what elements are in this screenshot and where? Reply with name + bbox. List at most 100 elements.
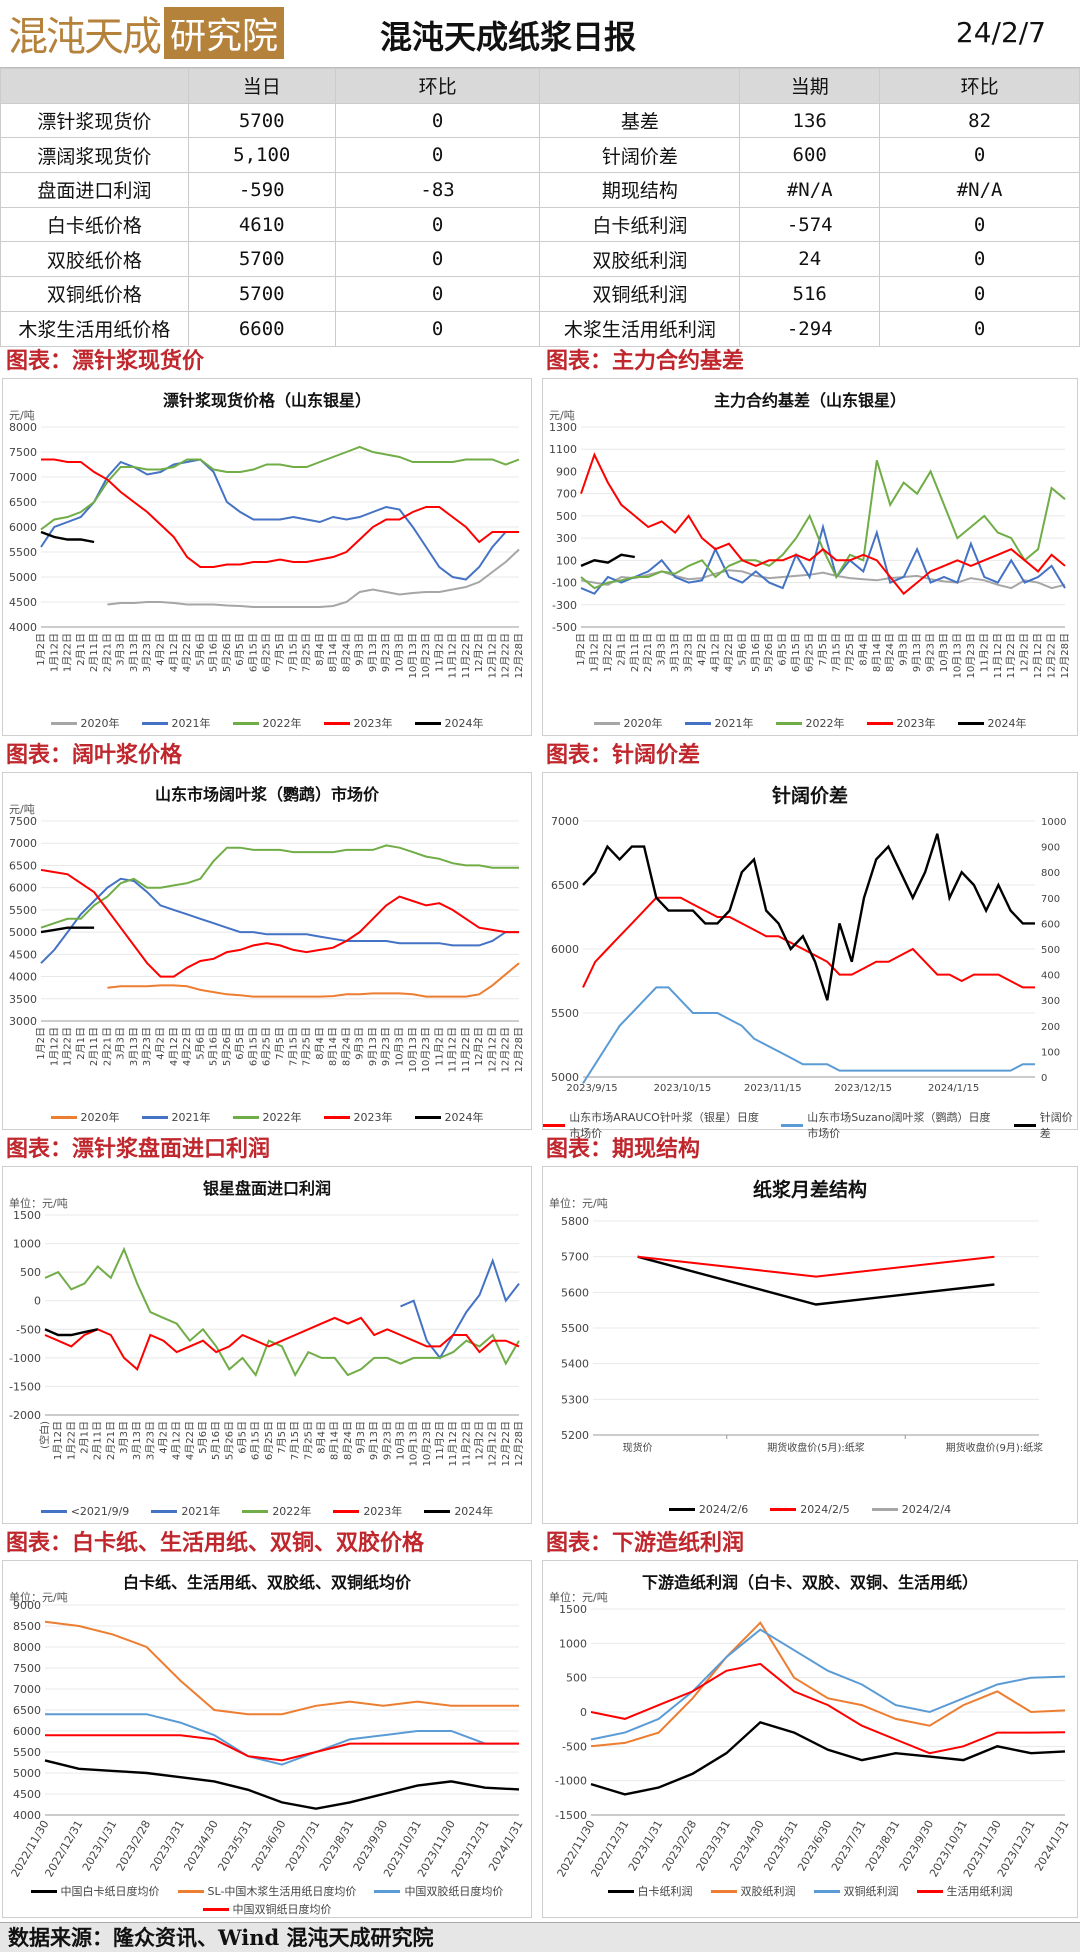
series-line: [40, 926, 95, 934]
y-tick-label: 1100: [549, 443, 577, 456]
series-line: [580, 452, 1066, 596]
table-cell: 0: [879, 137, 1080, 174]
y-tick-label: -500: [16, 1323, 41, 1336]
legend-swatch: [414, 1115, 441, 1119]
x-tick-label: 3月23日: [144, 1421, 156, 1460]
series-line: [40, 844, 519, 929]
table-cell: 双胶纸价格: [0, 241, 189, 278]
x-tick-label: 2023/2/28: [660, 1818, 699, 1873]
table-cell: 双铜纸价格: [0, 276, 189, 312]
legend-swatch: [374, 1889, 401, 1893]
legend-item: 2021年: [141, 715, 211, 731]
x-tick-label: 12月28日: [513, 633, 525, 678]
x-tick-label: 7月15日: [289, 1421, 301, 1460]
table-cell: 木浆生活用纸利润: [539, 310, 741, 347]
x-tick-label: 2月1日: [75, 633, 87, 666]
y2-tick-label: 600: [1041, 919, 1060, 930]
y-tick-label: 8000: [13, 1641, 41, 1654]
legend-swatch: [141, 1115, 168, 1119]
table-cell: 基差: [539, 102, 741, 139]
y-tick-label: -1500: [555, 1809, 587, 1822]
chart-legend: 中国白卡纸日度均价 SL-中国木浆生活用纸日度均价 中国双胶纸日度均价 中国双铜纸日度…: [3, 1883, 531, 1917]
x-tick-label: 10月23日: [420, 1027, 432, 1072]
y-tick-label: 5000: [9, 571, 37, 584]
legend-label: 2021年: [181, 1505, 221, 1518]
x-tick-label: 2024/1/31: [1032, 1818, 1071, 1873]
legend-swatch: [424, 1509, 451, 1513]
x-tick-label: 8月14日: [327, 1027, 339, 1066]
x-tick-label: 7月25日: [844, 633, 856, 672]
table-cell: -294: [739, 310, 881, 347]
legend-label: 2023年: [363, 1505, 403, 1518]
x-tick-label: 1月22日: [602, 633, 614, 672]
chart-svg: -2000 -1500 -1000 -500 0 500 1000 1500 (空白) 1月12日…: [9, 1209, 525, 1466]
y-tick-label: 1300: [549, 421, 577, 434]
x-tick-label: 9月23日: [925, 633, 937, 672]
section-title: 图表：漂针浆现货价: [6, 348, 205, 374]
x-tick-label: 2023/6/30: [795, 1818, 834, 1873]
x-tick-label: 2023/5/31: [761, 1818, 800, 1873]
y2-tick-label: 0: [1041, 1073, 1047, 1084]
series-line: [637, 1255, 995, 1278]
x-tick-label: 9月23日: [380, 1027, 392, 1066]
legend-swatch: [414, 721, 441, 725]
y-tick-label: 7000: [9, 471, 37, 484]
x-tick-label: 2023/3/31: [148, 1818, 187, 1873]
x-tick-label: 2月21日: [101, 1027, 113, 1066]
table-cell: 5700: [187, 102, 336, 139]
x-tick-label: 6月25日: [261, 633, 273, 672]
y-tick-label: 4500: [13, 1788, 41, 1801]
legend-swatch: [202, 1907, 229, 1911]
series-line: [590, 1621, 1066, 1748]
table-cell: 漂针浆现货价: [0, 102, 189, 139]
table-cell: 漂阔浆现货价: [0, 137, 189, 174]
table-cell: 双铜纸利润: [539, 276, 741, 312]
table-header-cell: [539, 68, 741, 104]
y2-tick-label: 800: [1041, 868, 1060, 879]
key-indicators-table: 当日 环比 当期 环比 漂针浆现货价 5700 0 基差 136 82 漂阔浆现货价 5,10…: [0, 68, 1080, 347]
legend-label: 双铜纸利润: [843, 1885, 899, 1898]
legend-swatch: [866, 721, 893, 725]
table-cell: 24: [739, 241, 881, 278]
legend-item: 2024年: [424, 1503, 493, 1519]
y-tick-label: 8500: [13, 1620, 41, 1633]
x-tick-label: 2023/7/31: [829, 1818, 868, 1873]
series-line: [41, 458, 519, 568]
x-tick-label: 1月22日: [65, 1421, 77, 1460]
legend-label: 2022年: [262, 1111, 302, 1124]
x-tick-label: 2月21日: [105, 1421, 117, 1460]
x-tick-label: 3月3日: [656, 633, 668, 666]
chart-title: 山东市场阔叶浆（鹦鹉）市场价: [154, 785, 379, 804]
legend-label: 2024年: [987, 717, 1027, 730]
x-tick-label: 2023/8/31: [863, 1818, 902, 1873]
y2-tick-label: 100: [1041, 1047, 1060, 1058]
x-tick-label: 10月13日: [407, 1027, 419, 1072]
table-header-cell: 当期: [739, 68, 881, 104]
legend-label: 生活用纸利润: [946, 1885, 1013, 1898]
legend-swatch: [684, 721, 711, 725]
y-tick-label: -500: [562, 1740, 587, 1753]
series-line: [40, 530, 95, 544]
y-tick-label: 5500: [13, 1746, 41, 1759]
legend-item: 针阔价差: [1013, 1109, 1077, 1141]
y-tick-label: 4000: [9, 971, 37, 984]
table-cell: -590: [187, 172, 336, 208]
chart-panel: 纸浆月差结构 单位：元/吨 5200 5300 5400 5500 5600 5700 5800…: [542, 1166, 1078, 1524]
x-tick-label: 6月25日: [261, 1027, 273, 1066]
legend-item: 2023年: [333, 1503, 402, 1519]
series-line: [580, 523, 1066, 595]
series-line: [580, 569, 1066, 590]
y-tick-label: 4000: [9, 621, 37, 634]
x-tick-label: 6月15日: [250, 1421, 262, 1460]
legend-label: 2020年: [80, 1111, 120, 1124]
legend-item: 2021年: [151, 1503, 220, 1519]
y2-tick-label: 400: [1041, 971, 1060, 982]
x-tick-label: 1月2日: [575, 633, 587, 666]
x-tick-label: 1月2日: [35, 633, 47, 666]
table-cell: 木浆生活用纸价格: [0, 310, 189, 347]
table-cell: #N/A: [879, 172, 1080, 208]
table-header-cell: 环比: [879, 68, 1080, 104]
x-tick-label: 5月16日: [210, 1421, 222, 1460]
x-tick-label: 11月2日: [433, 633, 445, 672]
x-tick-label: 2023/9/15: [566, 1083, 617, 1094]
